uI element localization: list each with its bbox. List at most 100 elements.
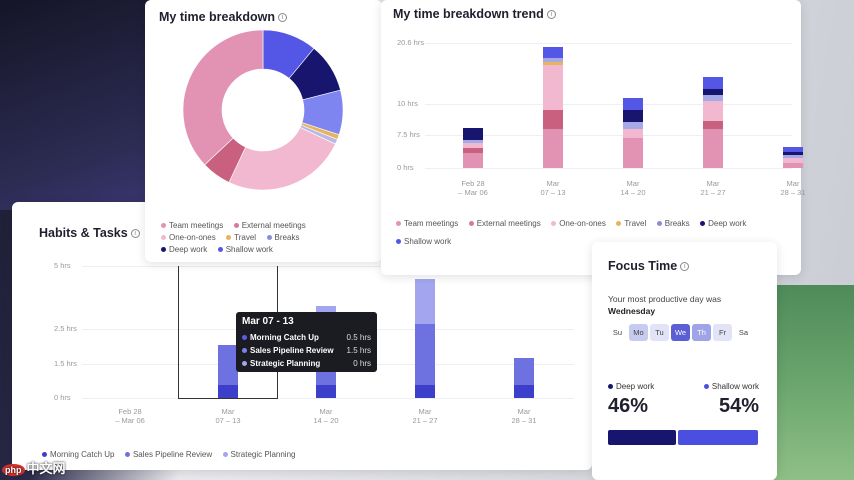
- gridline: [425, 43, 792, 44]
- bar-segment[interactable]: [623, 128, 643, 138]
- legend-dot: [161, 223, 166, 229]
- x-tick-label: Mar: [626, 179, 640, 188]
- legend-item[interactable]: Strategic Planning: [222, 450, 295, 459]
- bar-segment[interactable]: [623, 122, 643, 129]
- legend-item[interactable]: Shallow work: [217, 245, 273, 255]
- legend-item[interactable]: Deep work: [161, 245, 207, 255]
- bar-segment[interactable]: [543, 64, 563, 111]
- legend-item[interactable]: Travel: [616, 219, 646, 228]
- bar-segment[interactable]: [623, 98, 643, 111]
- habits-title: Habits & Tasks i: [39, 226, 140, 240]
- focus-title: Focus Time i: [608, 259, 690, 273]
- weekday-th[interactable]: Th: [692, 324, 711, 341]
- habits-tooltip: Mar 07 - 13 Morning Catch Up 0.5 hrs Sale…: [236, 312, 377, 372]
- bar-segment[interactable]: [543, 61, 563, 65]
- bar-segment[interactable]: [703, 89, 723, 96]
- bar-segment[interactable]: [623, 110, 643, 123]
- donut-slice[interactable]: [182, 30, 264, 166]
- habits-title-text: Habits & Tasks: [39, 226, 128, 240]
- focus-day: Wednesday: [608, 306, 656, 316]
- bar-segment[interactable]: [463, 152, 483, 168]
- x-tick-group: Mar 28 – 31: [763, 179, 823, 197]
- bar-segment[interactable]: [514, 384, 534, 398]
- weekday-tu[interactable]: Tu: [650, 324, 669, 341]
- weekday-fr[interactable]: Fr: [713, 324, 732, 341]
- tooltip-dot: [242, 348, 247, 354]
- legend-item[interactable]: Team meetings: [161, 221, 223, 231]
- tooltip-dot: [242, 361, 247, 367]
- donut-slice[interactable]: [228, 127, 336, 191]
- bar-segment[interactable]: [316, 384, 336, 398]
- bar-segment[interactable]: [218, 384, 238, 398]
- legend-item[interactable]: Sales Pipeline Review: [124, 450, 212, 459]
- x-tick-label: Feb 28: [118, 407, 142, 416]
- x-tick-label: Mar: [706, 179, 720, 188]
- legend-item[interactable]: One-on-ones: [551, 219, 606, 228]
- legend-item[interactable]: Breaks: [656, 219, 690, 228]
- weekday-mo[interactable]: Mo: [629, 324, 648, 341]
- bar-segment[interactable]: [514, 358, 534, 385]
- bar-segment[interactable]: [218, 345, 238, 385]
- bar-segment[interactable]: [543, 46, 563, 58]
- legend-dot: [42, 452, 47, 458]
- weekday-sa[interactable]: Sa: [738, 328, 749, 337]
- weekday-su[interactable]: Su: [612, 328, 623, 337]
- bar-segment[interactable]: [543, 128, 563, 168]
- watermark-logo: php 中文网: [2, 458, 66, 477]
- bar-segment[interactable]: [543, 110, 563, 129]
- weekday-row: Su Mo Tu We Th Fr Sa: [608, 322, 755, 341]
- bar-segment[interactable]: [703, 128, 723, 168]
- bar-segment[interactable]: [623, 137, 643, 168]
- legend-item[interactable]: Shallow work: [396, 237, 451, 246]
- bar-segment[interactable]: [463, 127, 483, 141]
- legend-label: Travel: [234, 233, 257, 242]
- x-tick-label: 07 – 13: [215, 416, 241, 425]
- bar-segment[interactable]: [783, 163, 803, 168]
- bar-segment[interactable]: [783, 158, 803, 164]
- bar-segment[interactable]: [463, 140, 483, 144]
- time-breakdown-trend-card: My time breakdown trend i 20.6 hrs 10 hrs 7…: [381, 0, 806, 275]
- legend-item[interactable]: External meetings: [233, 221, 306, 231]
- legend-dot: [468, 221, 474, 227]
- info-icon[interactable]: i: [130, 229, 140, 239]
- legend-item[interactable]: Travel: [226, 233, 256, 243]
- x-tick-label: Mar: [319, 407, 333, 416]
- legend-item[interactable]: Deep work: [700, 219, 746, 228]
- bar-segment[interactable]: [415, 384, 435, 398]
- legend-dot: [233, 223, 239, 229]
- legend-item[interactable]: Breaks: [266, 233, 299, 243]
- legend-dot: [616, 221, 622, 227]
- y-tick-label: 0 hrs: [397, 163, 414, 172]
- deep-work-bar: [608, 430, 676, 445]
- bar-segment[interactable]: [463, 147, 483, 153]
- bar-segment[interactable]: [703, 101, 723, 122]
- donut-title-text: My time breakdown: [159, 10, 275, 24]
- bar-segment[interactable]: [415, 324, 435, 385]
- bar-segment[interactable]: [783, 155, 803, 159]
- bar-segment[interactable]: [703, 95, 723, 102]
- legend-item[interactable]: Team meetings: [396, 219, 458, 228]
- deep-work-percent: 46%: [608, 395, 649, 417]
- legend-item[interactable]: External meetings: [468, 219, 541, 228]
- legend-item[interactable]: Morning Catch Up: [42, 450, 114, 459]
- info-icon[interactable]: i: [278, 13, 287, 23]
- info-icon[interactable]: i: [680, 262, 690, 272]
- weekday-we[interactable]: We: [671, 324, 690, 341]
- bar-segment[interactable]: [703, 121, 723, 129]
- legend-label: Breaks: [664, 219, 690, 228]
- x-tick-label: 21 – 27: [412, 416, 438, 425]
- legend-label: External meetings: [241, 221, 306, 230]
- bar-segment[interactable]: [783, 147, 803, 153]
- bar-segment[interactable]: [415, 279, 435, 325]
- legend-item[interactable]: One-on-ones: [161, 233, 216, 243]
- bar-segment[interactable]: [783, 152, 803, 156]
- info-icon[interactable]: i: [546, 10, 556, 20]
- shallow-work-percent: 54%: [718, 395, 759, 417]
- shallow-work-label-text: Shallow work: [711, 382, 759, 391]
- bar-segment[interactable]: [463, 143, 483, 148]
- legend-label: Deep work: [169, 245, 208, 254]
- bar-segment[interactable]: [543, 57, 563, 62]
- legend-label: External meetings: [476, 219, 541, 228]
- bar-segment[interactable]: [703, 76, 723, 90]
- gridline: [82, 398, 574, 399]
